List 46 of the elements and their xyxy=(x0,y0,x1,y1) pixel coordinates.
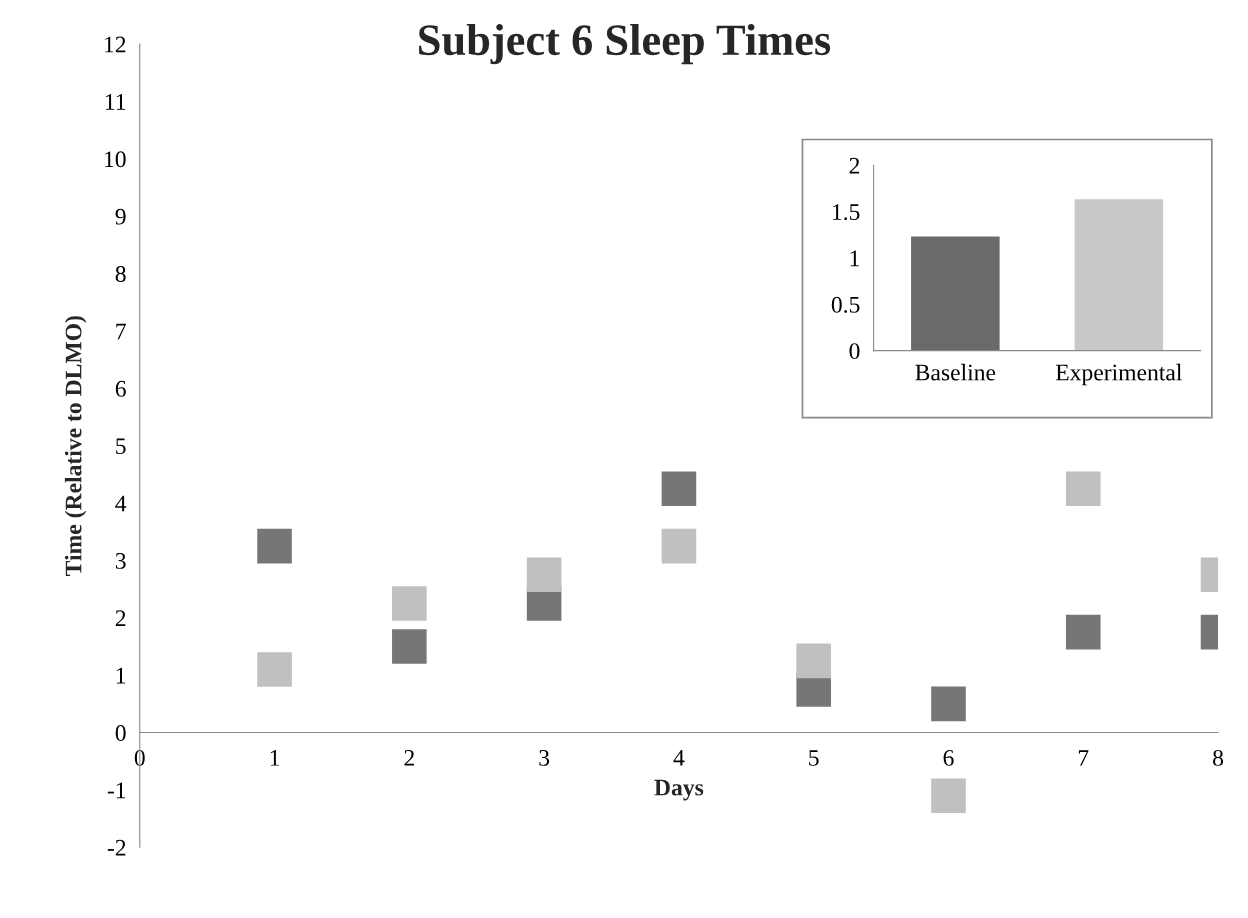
x-tick-label: 0 xyxy=(134,749,145,766)
x-tick-label: 2 xyxy=(404,749,414,766)
y-tick-label: 10 xyxy=(105,151,126,168)
y-tick-label: 0.5 xyxy=(831,296,860,313)
y-tick-label: 6 xyxy=(115,380,126,397)
y-axis-title: Time (Relative to DLMO) xyxy=(64,316,87,576)
y-tick-label: 11 xyxy=(105,94,126,110)
y-tick-label: 1 xyxy=(116,667,126,684)
y-tick-label: -1 xyxy=(107,782,126,799)
y-tick-label: 3 xyxy=(115,553,126,569)
y-tick-label: 2 xyxy=(849,157,860,174)
x-tick-label: 5 xyxy=(809,750,819,766)
point xyxy=(1065,614,1101,650)
x-tick-label: 1 xyxy=(270,750,280,766)
y-tick-label: 0 xyxy=(849,343,860,360)
x-tick-label: 4 xyxy=(673,750,685,766)
x-tick-label: 3 xyxy=(539,749,550,766)
y-tick-label: 8 xyxy=(115,266,126,282)
point xyxy=(796,643,831,679)
point xyxy=(392,586,427,621)
point xyxy=(661,528,697,564)
point xyxy=(526,557,562,593)
point xyxy=(257,652,292,687)
y-tick-label: 0 xyxy=(115,725,126,741)
point xyxy=(1065,471,1101,507)
x-tick-label: 7 xyxy=(1078,750,1089,766)
chart-title: Subject 6 Sleep Times xyxy=(419,23,831,65)
x-axis-title: Days xyxy=(654,779,704,801)
y-tick-label: 2 xyxy=(115,610,126,627)
point xyxy=(661,471,697,507)
x-tick-label: 6 xyxy=(943,749,954,766)
y-tick-label: 9 xyxy=(115,208,126,225)
point xyxy=(931,686,966,722)
point xyxy=(931,778,966,813)
y-tick-label: 5 xyxy=(116,438,126,455)
x-tick-label: Experimental xyxy=(1055,363,1182,386)
point xyxy=(257,528,292,564)
y-tick-label: 4 xyxy=(115,495,127,512)
x-tick-label: Baseline xyxy=(915,363,996,381)
point xyxy=(392,629,427,664)
x-tick-label: 8 xyxy=(1213,749,1224,766)
y-tick-label: 7 xyxy=(116,323,126,340)
y-tick-label: 12 xyxy=(105,36,126,53)
y-tick-label: 1.5 xyxy=(832,204,860,221)
y-tick-label: -2 xyxy=(107,839,126,856)
y-tick-label: 1 xyxy=(850,250,859,267)
